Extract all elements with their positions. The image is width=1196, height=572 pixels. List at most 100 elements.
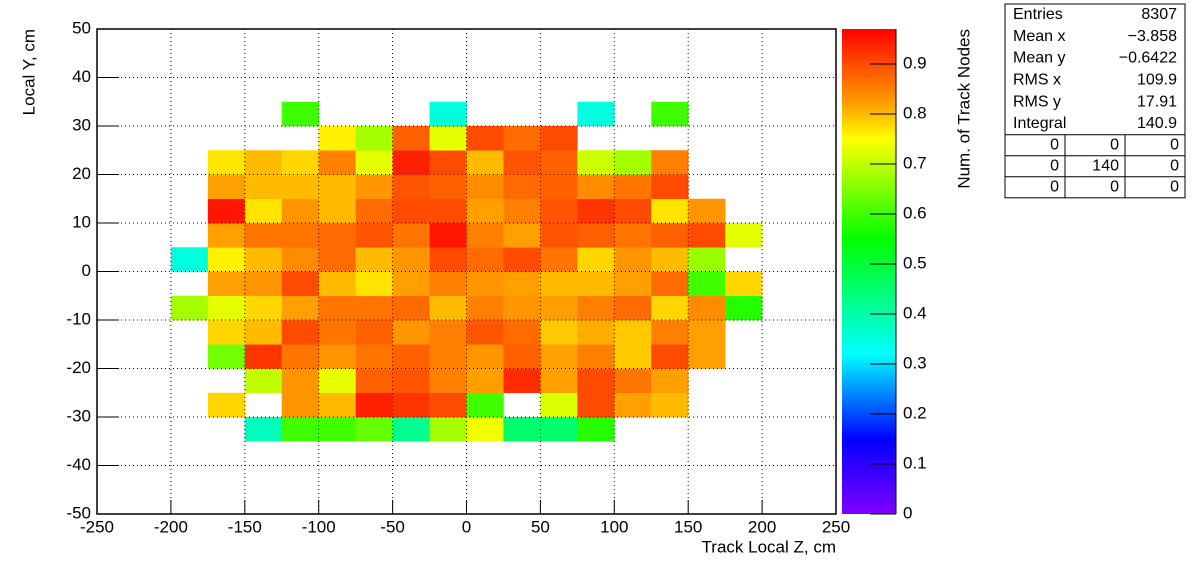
heat-cell [318, 126, 356, 151]
z-tick-label: 0.1 [903, 453, 927, 472]
y-tick-label: 10 [72, 212, 91, 231]
heat-cell [429, 174, 467, 200]
heat-cell [466, 223, 504, 248]
heat-cell [577, 223, 615, 248]
x-tick-label: 250 [822, 517, 850, 536]
stats-label: Mean y [1013, 50, 1065, 67]
heat-cell [318, 174, 356, 200]
stats-label: Entries [1013, 6, 1063, 23]
heat-cell [244, 247, 283, 272]
heat-cell [244, 344, 283, 369]
heat-cell [651, 174, 689, 200]
stats-value: 140.9 [1137, 115, 1177, 132]
heat-cell [429, 150, 467, 175]
y-tick-label: -10 [66, 309, 91, 328]
heat-cell [244, 417, 283, 442]
stats-label: Integral [1013, 115, 1066, 132]
heat-cell [429, 368, 467, 394]
heat-cell [392, 198, 430, 224]
heat-cell [170, 247, 209, 272]
heat-cell [503, 150, 541, 175]
heat-cell [281, 320, 319, 345]
stats-value: 17.91 [1137, 93, 1177, 110]
heat-cell [244, 150, 283, 175]
heat-cell [577, 392, 615, 418]
heat-cell [651, 344, 689, 369]
heat-cell [503, 344, 541, 369]
y-tick-label: -30 [66, 406, 91, 425]
heat-cell [355, 295, 393, 321]
heat-cell [614, 271, 652, 297]
heat-cell [281, 150, 319, 175]
color-bar [842, 29, 896, 514]
heat-cell [577, 417, 615, 442]
heat-cell [577, 198, 615, 224]
heat-cell [244, 320, 283, 345]
heat-cell [244, 223, 283, 248]
heat-cell [355, 126, 393, 151]
heat-cell [614, 392, 652, 418]
x-tick-label: 100 [600, 517, 628, 536]
heat-cell [429, 344, 467, 369]
z-tick-label: 0.5 [903, 253, 927, 272]
heat-cell [355, 320, 393, 345]
heat-cell [392, 223, 430, 248]
heat-cell [207, 344, 246, 369]
heat-cell [281, 392, 319, 418]
y-tick-label: 40 [72, 67, 91, 86]
heat-cell [392, 320, 430, 345]
heat-cell [392, 368, 430, 394]
z-tick-label: 0.9 [903, 53, 927, 72]
heat-cell [207, 174, 246, 200]
x-tick-label: -250 [80, 517, 114, 536]
heat-cell [577, 344, 615, 369]
heat-cell [466, 320, 504, 345]
heat-cell [540, 198, 578, 224]
stats-value: −3.858 [1128, 28, 1177, 45]
heat-cell [318, 320, 356, 345]
heat-cell [392, 150, 430, 175]
heat-cell [429, 247, 467, 272]
z-tick-label: 0.3 [903, 353, 927, 372]
heat-cell [355, 174, 393, 200]
heat-cell [429, 271, 467, 297]
heat-cell [540, 150, 578, 175]
stats-cell: 0 [1170, 137, 1179, 154]
y-tick-label: 0 [82, 261, 91, 280]
heat-cell [614, 198, 652, 224]
heat-cell [651, 101, 689, 127]
heat-cell [577, 101, 615, 127]
x-tick-label: 50 [531, 517, 550, 536]
heat-cell [503, 295, 541, 321]
heat-cell [355, 223, 393, 248]
heat-cell [614, 320, 652, 345]
heat-cell [651, 320, 689, 345]
z-tick-label: 0.7 [903, 153, 927, 172]
heat-cell [651, 223, 689, 248]
heat-cell [540, 417, 578, 442]
heat-cell [614, 295, 652, 321]
heat-cell [281, 344, 319, 369]
heat-cell [392, 295, 430, 321]
y-axis-title: Local Y, cm [19, 29, 38, 115]
heat-cell [244, 271, 283, 297]
heat-cell [429, 126, 467, 151]
heat-cell [318, 417, 356, 442]
x-tick-label: -100 [302, 517, 336, 536]
heat-cell [466, 417, 504, 442]
heat-cell [577, 295, 615, 321]
heat-cell [318, 271, 356, 297]
heat-cell [614, 344, 652, 369]
heat-cell [614, 150, 652, 175]
heat-cell [725, 223, 763, 248]
heat-cell [466, 368, 504, 394]
heat-cell [207, 223, 246, 248]
heat-cell [466, 247, 504, 272]
heat-cell [725, 295, 763, 321]
heat-cell [429, 320, 467, 345]
heat-cell [540, 368, 578, 394]
heat-cell [688, 247, 726, 272]
heat-cell [577, 368, 615, 394]
heat-cell [466, 295, 504, 321]
